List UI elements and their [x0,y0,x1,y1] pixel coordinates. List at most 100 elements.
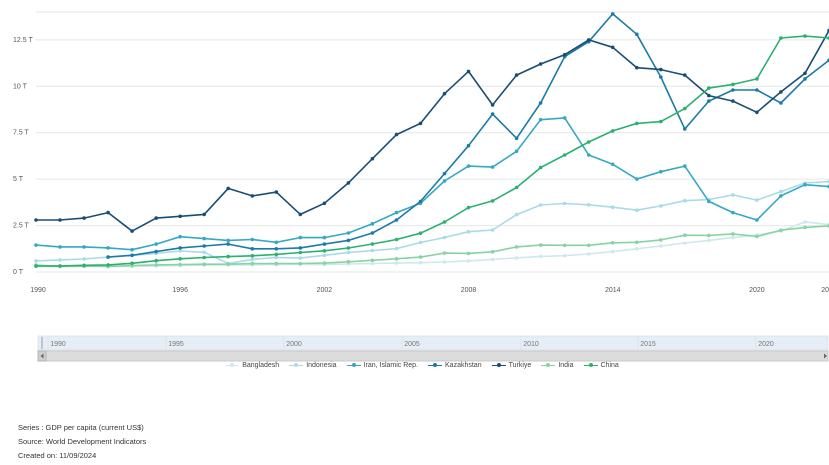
data-point [538,117,543,122]
y-tick-label: 10 T [13,83,28,90]
data-point [803,225,807,230]
data-point [538,101,543,105]
data-point [538,243,543,247]
x-tick-label: 2014 [605,287,621,294]
data-point [202,255,206,260]
x-tick-label: 20 [821,287,829,294]
data-point [82,216,86,220]
data-point [442,235,447,240]
series-line-iran-islamic-rep [35,117,829,251]
data-point [250,237,255,242]
data-point [274,190,279,194]
data-point [635,177,639,181]
y-tick-label: 5 T [13,176,24,183]
data-point [514,245,519,249]
data-point [298,256,303,260]
data-point [659,204,663,208]
legend: Bangladesh Indonesia Iran, Islamic Rep. Kaz… [206,358,638,372]
data-point [346,181,351,185]
created-note: Created on: 11/09/2024 [18,451,97,460]
data-point [731,82,735,87]
data-point [731,210,735,215]
legend-marker-icon [225,362,240,368]
scrollbar-arrow-right-icon [824,353,827,359]
data-point [178,246,182,250]
legend-item[interactable]: India [541,361,574,369]
data-point [202,236,206,241]
data-point [418,240,423,245]
data-point [562,153,567,157]
data-point [635,247,639,251]
data-point [370,231,375,235]
data-point [394,246,399,251]
data-point [154,249,158,254]
data-point [418,199,423,204]
data-point [274,240,279,245]
legend-item[interactable]: Kazakhstan [428,362,482,369]
series-line-china [35,35,829,267]
legend-marker-icon [491,362,506,368]
data-point [58,264,62,268]
data-point [683,241,687,245]
data-point [466,205,471,210]
data-point [298,246,303,250]
data-point [610,241,615,245]
data-point [346,246,351,250]
data-point [779,90,783,94]
navigator-tick-label: 2010 [523,341,539,348]
data-point [226,186,230,191]
legend-marker-icon [346,362,361,368]
data-point [370,261,375,266]
navigator-tick-label: 2000 [286,341,302,348]
data-point [322,253,327,258]
data-point [226,254,230,259]
data-point [178,249,182,253]
data-point [346,250,351,255]
data-point [178,262,182,267]
data-point [490,112,495,116]
data-point [731,99,735,103]
data-point [514,212,519,217]
legend-item[interactable]: Indonesia [289,362,337,369]
data-point [442,220,447,224]
data-point [466,143,471,148]
data-point [586,38,591,42]
data-point [202,250,206,255]
data-point [34,218,38,222]
data-point [683,198,687,203]
legend-item[interactable]: Iran, Islamic Rep. [346,362,418,369]
data-point [130,261,134,266]
data-point [755,77,759,81]
data-point [514,73,519,77]
data-point [731,88,735,92]
data-point [322,249,327,253]
data-point [659,75,663,79]
data-point [538,62,543,66]
data-point [659,244,663,248]
data-point [803,34,807,38]
series-line-bangladesh [36,221,829,268]
data-point [755,234,759,239]
data-point [274,261,279,266]
series-line-india [35,225,829,268]
data-point [370,221,375,226]
data-point [130,229,134,233]
data-point [274,255,279,260]
data-point [586,243,591,248]
data-point [250,194,255,198]
data-point [635,240,639,245]
legend-item[interactable]: Bangladesh [225,362,279,369]
data-point [274,247,279,251]
data-point [562,253,567,258]
data-point [466,259,471,263]
data-point [346,238,351,243]
legend-item[interactable]: China [583,362,619,369]
data-point [731,193,735,197]
navigator-tick-label: 1995 [168,341,184,348]
legend-item[interactable]: Turkiye [491,362,531,369]
data-point [490,199,495,203]
legend-label: India [558,361,574,369]
data-point [610,249,615,254]
data-point [58,258,62,262]
data-point [755,110,759,115]
